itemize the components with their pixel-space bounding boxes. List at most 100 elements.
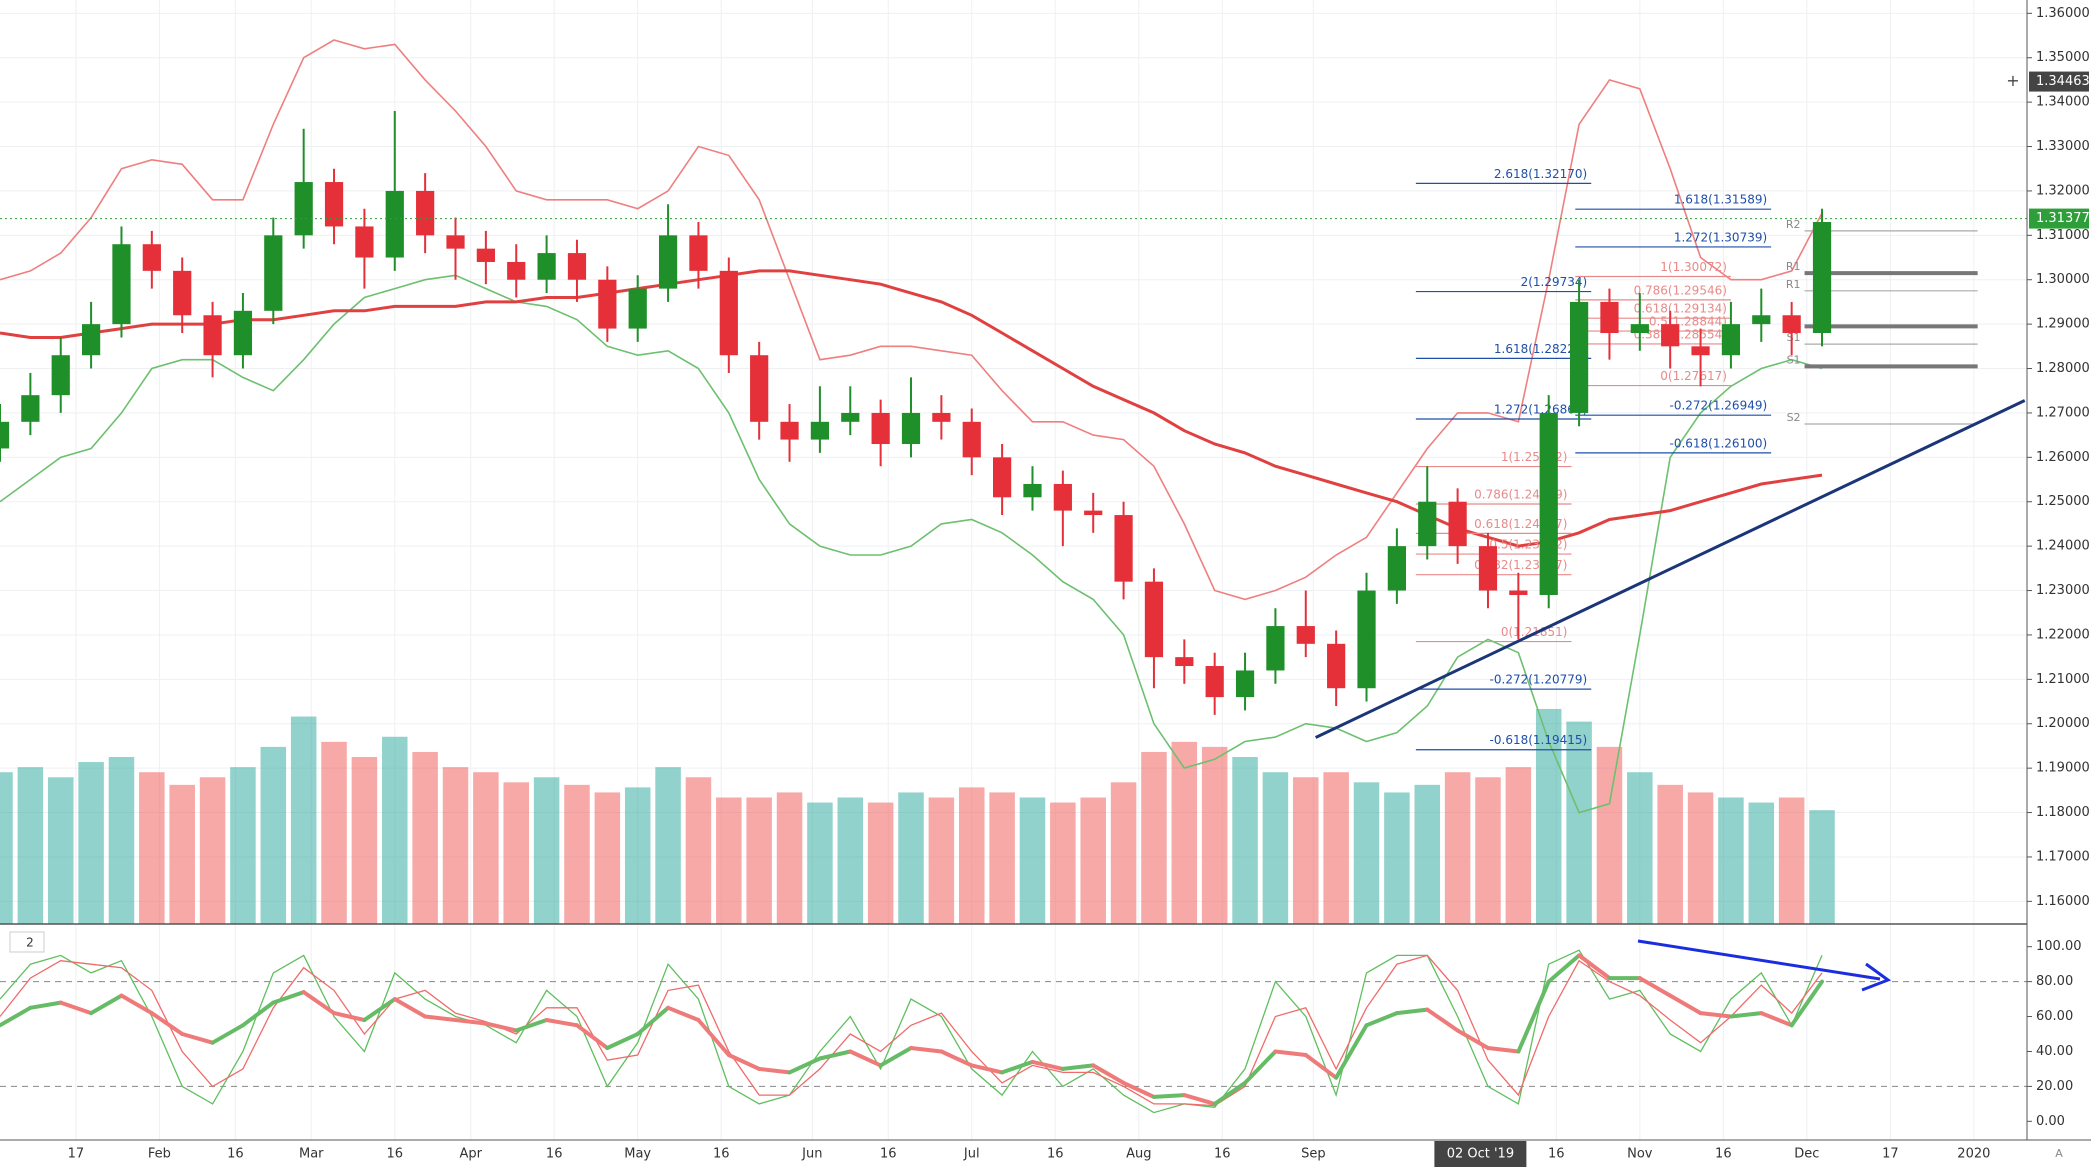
oscillator-line: [1637, 976, 1673, 998]
volume-bar: [624, 787, 651, 924]
oscillator-line: [1060, 1063, 1096, 1071]
volume-bar: [108, 757, 135, 924]
x-tick-label: Sep: [1301, 1147, 1326, 1162]
volume-bar: [746, 797, 772, 924]
candle-body: [1812, 222, 1832, 334]
fib-label: 0.382(1.28554): [1634, 327, 1727, 341]
x-tick-label: 16: [1548, 1147, 1565, 1162]
candle-body: [810, 421, 830, 440]
x-tick-label: Mar: [299, 1147, 324, 1162]
oscillator-line: [453, 1018, 488, 1026]
volume-bar: [1809, 810, 1835, 924]
x-tick-label: 17: [1882, 1147, 1899, 1162]
candle-body: [1023, 483, 1042, 498]
candle-body: [21, 395, 40, 422]
candle-body: [1144, 581, 1164, 658]
oscillator-line: [666, 1005, 701, 1022]
candle-body: [901, 412, 921, 445]
candle-body: [1205, 666, 1224, 698]
x-tick-label: 17: [68, 1147, 85, 1162]
oscillator-line: [1091, 1063, 1126, 1085]
oscillator-line: [1303, 1053, 1339, 1080]
volume-bar: [1201, 746, 1228, 924]
volume-bar: [17, 767, 44, 924]
x-tick-label: Feb: [148, 1147, 171, 1162]
volume-bar: [1475, 777, 1501, 924]
oscillator-line: [392, 997, 428, 1019]
candle-body: [1539, 412, 1558, 595]
candle-body: [1266, 626, 1285, 671]
fib-label: 2(1.29734): [1521, 275, 1588, 289]
candle-body: [1661, 324, 1680, 347]
y-tick-label: 1.25000: [2036, 494, 2090, 509]
volume-bar: [78, 762, 104, 924]
oscillator-line: [1425, 1007, 1460, 1033]
panel-label-box: [9, 931, 45, 953]
y-tick-label: 1.20000: [2036, 716, 2090, 731]
oscillator-line: [1151, 1093, 1187, 1099]
y-tick-label: 1.19000: [2036, 761, 2090, 776]
candle-body: [416, 190, 435, 236]
oscillator-line: [1182, 1093, 1217, 1106]
volume-bar: [928, 797, 955, 924]
pivot-label: R2: [1786, 218, 1801, 231]
oscillator-line: [1698, 1011, 1733, 1019]
oscillator-line: [180, 1032, 215, 1045]
trend-line: [1315, 399, 2026, 739]
pivot-label: S1: [1787, 353, 1801, 366]
volume-bar: [503, 782, 529, 924]
candle-body: [567, 253, 587, 280]
volume-bar: [1384, 792, 1410, 924]
fib-label: 1.272(1.30739): [1674, 230, 1767, 244]
candle-body: [51, 355, 70, 396]
candle-body: [355, 226, 374, 258]
volume-bar: [442, 767, 469, 924]
oscillator-line: [1577, 953, 1612, 981]
y-tick-label: 1.23000: [2036, 583, 2090, 598]
pivot-label: R1: [1786, 260, 1801, 273]
y-tick-label: 80.00: [2036, 974, 2073, 989]
y-tick-label: 20.00: [2036, 1079, 2073, 1094]
oscillator-line: [362, 997, 397, 1022]
x-tick-label: 16: [546, 1147, 563, 1162]
price-tag: [2029, 208, 2089, 229]
y-tick-label: 1.32000: [2036, 183, 2090, 198]
volume-bar: [1171, 741, 1198, 924]
volume-bar: [1444, 772, 1471, 924]
oscillator-line: [240, 1000, 276, 1028]
candle-body: [719, 270, 738, 356]
x-tick-label: Apr: [459, 1147, 482, 1162]
oscillator-line: [878, 1046, 913, 1068]
volume-bar: [1748, 802, 1775, 924]
candle-body: [658, 235, 678, 289]
fib-label: -0.272(1.26949): [1669, 399, 1767, 413]
volume-bar: [1293, 777, 1319, 924]
candle-body: [264, 235, 283, 311]
volume-bar: [321, 741, 347, 924]
candle-body: [598, 279, 617, 329]
oscillator-line: [58, 1000, 94, 1016]
volume-bar: [685, 777, 712, 924]
volume-bar: [473, 772, 499, 924]
fib-label: -0.618(1.26100): [1669, 436, 1767, 450]
candle-body: [112, 244, 131, 325]
candle-body: [1357, 590, 1376, 689]
y-tick-label: 40.00: [2036, 1044, 2073, 1059]
volume-bar: [1718, 797, 1744, 924]
oscillator-line: [696, 1018, 731, 1057]
candle-body: [628, 288, 647, 329]
oscillator-line: [544, 1018, 579, 1028]
axis-bg: [2027, 0, 2091, 1168]
volume-bar: [290, 716, 317, 924]
y-tick-label: 60.00: [2036, 1009, 2073, 1024]
x-tick-label: Nov: [1627, 1147, 1653, 1162]
y-tick-label: 1.18000: [2036, 805, 2090, 820]
x-tick-label: Aug: [1126, 1147, 1151, 1162]
candle-body: [871, 412, 890, 445]
volume-bar: [230, 767, 256, 924]
oscillator-line: [1486, 1046, 1521, 1054]
y-tick-label: 1.26000: [2036, 450, 2090, 465]
oscillator-line: [28, 1000, 63, 1010]
y-tick-label: 0.00: [2036, 1114, 2065, 1129]
y-tick-label: 1.24000: [2036, 539, 2090, 554]
